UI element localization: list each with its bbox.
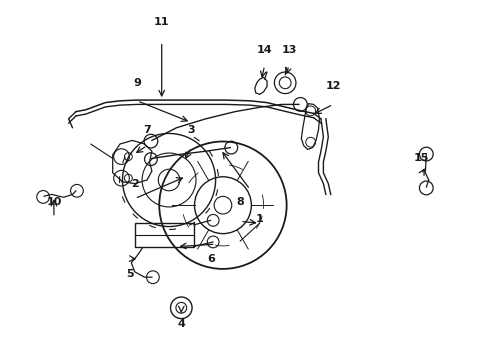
Text: 15: 15	[414, 153, 429, 163]
Text: 1: 1	[256, 214, 264, 224]
Text: 14: 14	[257, 45, 272, 55]
Bar	[135, 223, 194, 247]
Text: 7: 7	[143, 125, 151, 135]
Text: 12: 12	[325, 81, 341, 91]
Text: 10: 10	[46, 197, 62, 207]
Text: 6: 6	[207, 254, 215, 264]
Text: 2: 2	[131, 179, 139, 189]
Text: 11: 11	[154, 17, 170, 27]
Text: 3: 3	[187, 125, 195, 135]
Text: 13: 13	[281, 45, 297, 55]
Text: 5: 5	[126, 269, 134, 279]
Text: 4: 4	[177, 319, 185, 329]
Text: 9: 9	[133, 78, 141, 88]
Text: 8: 8	[236, 197, 244, 207]
